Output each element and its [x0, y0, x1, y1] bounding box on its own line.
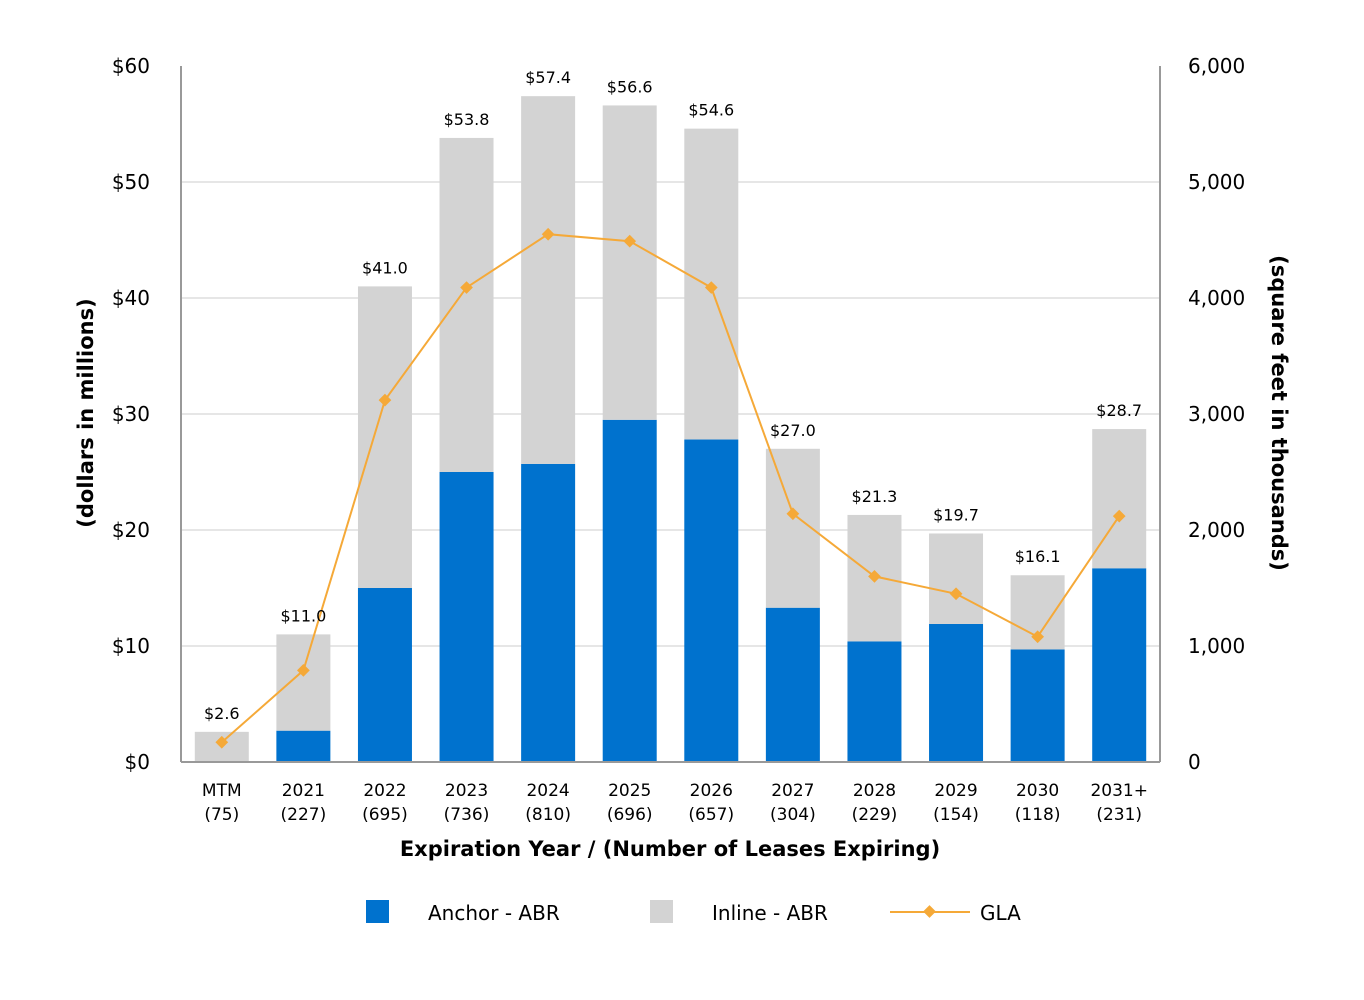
bar-anchor	[602, 419, 657, 762]
bar-anchor	[1010, 649, 1065, 762]
total-label: $2.6	[204, 704, 240, 723]
gla-point	[460, 281, 473, 294]
category-year-label: 2029	[934, 781, 977, 801]
bar-anchor	[684, 439, 739, 762]
x-axis-title: Expiration Year / (Number of Leases Expi…	[400, 837, 940, 861]
bar-anchor	[276, 730, 331, 762]
category-year-label: 2027	[771, 781, 814, 801]
category-year-label: 2028	[853, 781, 896, 801]
gla-line	[215, 227, 1126, 749]
legend-label-gla: GLA	[980, 901, 1021, 925]
gla-point	[378, 393, 392, 407]
total-label: $28.7	[1096, 401, 1142, 420]
bar-anchor	[1092, 568, 1147, 762]
total-label: $11.0	[280, 606, 326, 625]
left-axis-title: (dollars in millions)	[74, 298, 98, 527]
right-tick-label: 0	[1188, 750, 1201, 774]
total-label: $27.0	[770, 421, 816, 440]
total-label: $53.8	[444, 110, 490, 129]
total-label: $56.6	[607, 77, 653, 96]
bar-inline	[357, 286, 412, 588]
legend: Anchor - ABR Inline - ABR GLA	[366, 900, 1021, 925]
left-tick-label: $0	[125, 750, 150, 774]
category-year-label: 2031+	[1090, 781, 1148, 801]
left-tick-label: $50	[112, 170, 150, 194]
axes: $0 0 $10 1,000 $20 2,000 $30 3,000 $40 4,000 $50 5,…	[112, 54, 1245, 825]
right-tick-label: 6,000	[1188, 54, 1245, 78]
bars	[194, 96, 1147, 762]
category-leases-label: (810)	[525, 805, 571, 825]
gla-line-path	[221, 233, 1121, 744]
legend-label-inline: Inline - ABR	[712, 901, 828, 925]
category-leases-label: (75)	[204, 805, 239, 825]
legend-swatch-inline	[650, 900, 673, 923]
bar-anchor	[357, 588, 412, 762]
category-leases-label: (657)	[688, 805, 734, 825]
bar-inline	[602, 105, 657, 420]
category-leases-label: (736)	[444, 805, 490, 825]
category-leases-label: (695)	[362, 805, 408, 825]
bar-anchor	[521, 463, 576, 762]
bar-anchor	[929, 623, 984, 762]
category-year-label: 2023	[445, 781, 488, 801]
left-tick-label: $30	[112, 402, 150, 426]
right-tick-label: 5,000	[1188, 170, 1245, 194]
right-axis-title: (square feet in thousands)	[1267, 255, 1291, 571]
category-leases-label: (227)	[281, 805, 327, 825]
category-leases-label: (229)	[852, 805, 898, 825]
bar-inline	[1092, 429, 1147, 569]
total-label: $16.1	[1015, 547, 1061, 566]
category-year-label: 2026	[690, 781, 733, 801]
category-year-label: 2022	[363, 781, 406, 801]
right-tick-label: 4,000	[1188, 286, 1245, 310]
bar-inline	[521, 96, 576, 464]
category-leases-label: (154)	[933, 805, 979, 825]
right-tick-label: 3,000	[1188, 402, 1245, 426]
legend-swatch-gla-marker	[923, 905, 936, 918]
category-year-label: 2024	[526, 781, 569, 801]
left-tick-label: $10	[112, 634, 150, 658]
left-tick-label: $20	[112, 518, 150, 542]
category-leases-label: (304)	[770, 805, 816, 825]
bar-anchor	[439, 472, 494, 762]
total-label: $54.6	[688, 101, 734, 120]
legend-swatch-anchor	[366, 900, 389, 923]
total-label: $21.3	[852, 487, 898, 506]
total-label: $57.4	[525, 68, 571, 87]
data-labels: $2.6 $11.0 $41.0 $53.8 $57.4 $56.6 $54.6 $27.0 $…	[204, 68, 1142, 723]
bar-inline	[929, 533, 984, 624]
gridlines	[181, 181, 1160, 647]
left-tick-label: $40	[112, 286, 150, 310]
legend-label-anchor: Anchor - ABR	[428, 901, 560, 925]
category-year-label: 2021	[282, 781, 325, 801]
total-label: $19.7	[933, 505, 979, 524]
total-label: $41.0	[362, 258, 408, 277]
category-leases-label: (118)	[1015, 805, 1061, 825]
category-year-label: 2030	[1016, 781, 1059, 801]
category-year-label: 2025	[608, 781, 651, 801]
category-leases-label: (696)	[607, 805, 653, 825]
bar-inline	[276, 634, 331, 731]
category-leases-label: (231)	[1096, 805, 1142, 825]
right-tick-label: 2,000	[1188, 518, 1245, 542]
bar-inline	[439, 137, 494, 473]
right-tick-label: 1,000	[1188, 634, 1245, 658]
category-year-label: MTM	[202, 781, 242, 801]
left-tick-label: $60	[112, 54, 150, 78]
bar-anchor	[847, 641, 902, 762]
bar-anchor	[765, 607, 820, 762]
